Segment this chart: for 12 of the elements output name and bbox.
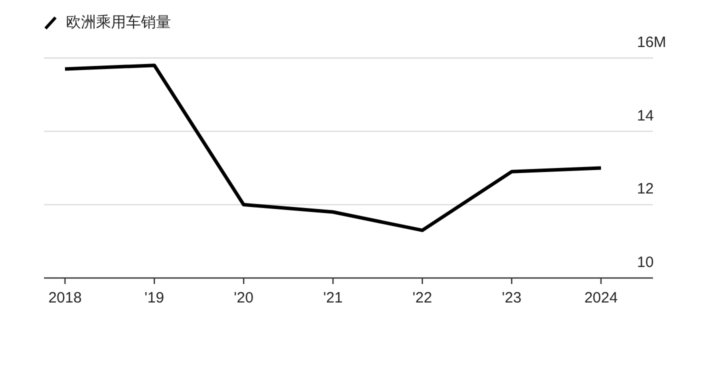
x-tick-label: 2024 [584,290,618,307]
x-tick-label: 2018 [48,290,82,307]
legend-label: 欧洲乘用车销量 [66,14,171,31]
x-tick-label: '23 [502,290,522,307]
y-tick-label: 12 [637,180,654,198]
x-tick-label: '22 [412,290,432,307]
y-tick-label: 16M [637,34,666,50]
y-tick-label: 10 [637,254,654,270]
x-tick-label: '21 [323,290,343,307]
x-tick-label: '20 [234,290,254,307]
x-tick-label: '19 [144,290,164,307]
y-tick-label: 14 [637,106,654,124]
